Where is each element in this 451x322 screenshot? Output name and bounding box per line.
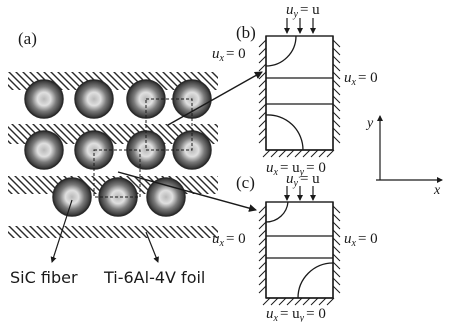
foil-band (8, 72, 218, 90)
composite-cross-section (8, 71, 263, 263)
foil-label: Ti-6Al-4V foil (103, 268, 205, 287)
sic-fiber (24, 130, 64, 170)
bc-b-right: ux = 0 (344, 70, 378, 88)
x-axis-label: x (433, 183, 441, 198)
arrow-to-panel-c (117, 171, 257, 212)
sic-fiber-label: SiC fiber (10, 268, 78, 287)
unit-cell-outline-b (145, 98, 193, 151)
coordinate-axes: y x (365, 115, 443, 198)
sic-fiber (146, 177, 186, 217)
bc-b-left: ux = 0 (212, 46, 246, 64)
unit-cell-model-b (258, 18, 341, 158)
sic-fiber (52, 177, 92, 217)
bc-c-top: uy = u (286, 171, 320, 189)
panel-label-c: (c) (236, 173, 255, 192)
arrow-to-foil-label (145, 231, 159, 263)
sic-fiber (74, 79, 114, 119)
panel-label-a: (a) (18, 29, 37, 48)
y-axis-label: y (365, 116, 374, 131)
bc-c-left: ux = 0 (212, 231, 246, 249)
foil-band (8, 226, 218, 238)
bc-b-bottom: ux = uy = 0 (266, 160, 326, 178)
panel-label-b: (b) (236, 23, 256, 42)
bc-c-right: ux = 0 (344, 231, 378, 249)
arrow-to-panel-b (167, 71, 263, 126)
unit-cell-model-c (258, 186, 341, 306)
bc-b-top: uy = u (286, 2, 320, 20)
sic-fiber (24, 79, 64, 119)
bc-c-bottom: ux = uy = 0 (266, 306, 326, 322)
unit-cell-outline-c (93, 149, 141, 198)
foil-band (8, 124, 218, 144)
arrow-to-fiber-label (50, 199, 73, 263)
